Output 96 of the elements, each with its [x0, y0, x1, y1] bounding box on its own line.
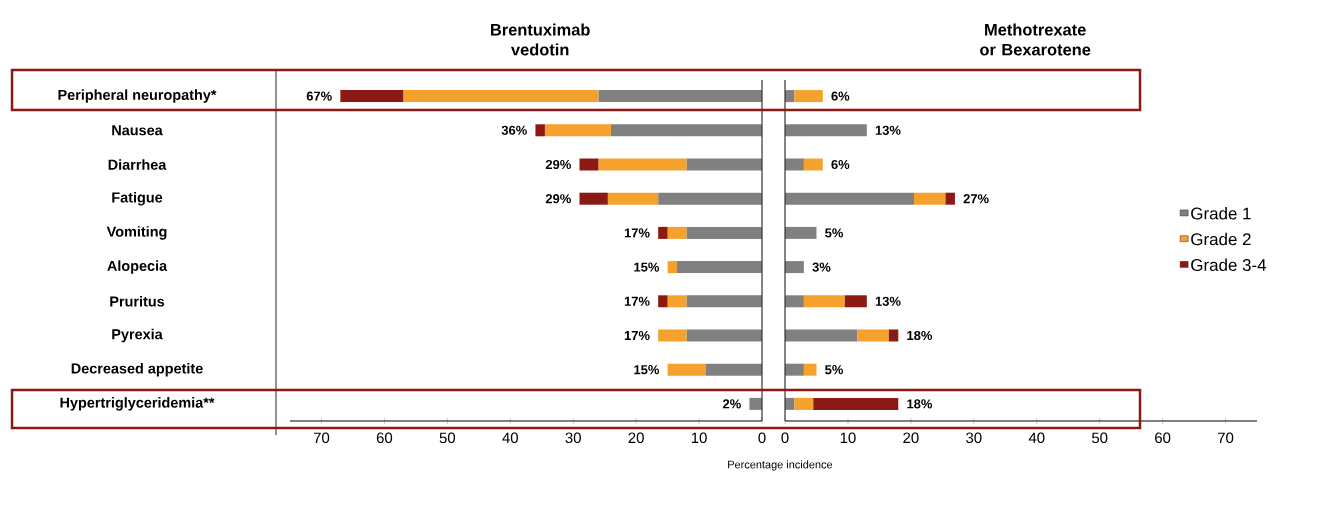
bar: [749, 397, 762, 410]
bar: [785, 363, 804, 376]
bar: [803, 295, 845, 308]
bar: [705, 363, 762, 376]
bar: [794, 397, 814, 410]
x-tick-label: 50: [1091, 432, 1108, 444]
bar: [658, 329, 687, 342]
bar: [658, 226, 668, 239]
total-label: 15%: [634, 365, 660, 375]
x-tick-label: 40: [1028, 432, 1045, 444]
bar: [667, 226, 687, 239]
total-label: 13%: [875, 125, 901, 135]
x-tick-label: 40: [502, 432, 518, 444]
bar: [607, 192, 659, 205]
bar: [677, 261, 762, 274]
chart-title: Brentuximab vedotin: [491, 23, 590, 56]
total-label: 18%: [907, 399, 933, 409]
bar: [667, 363, 706, 376]
x-tick-label: 50: [439, 432, 456, 444]
total-label: 29%: [545, 159, 571, 170]
bar: [785, 192, 915, 205]
y-tick-label: Pyrexia: [112, 328, 163, 343]
total-label: 13%: [875, 296, 901, 306]
total-label: 2%: [722, 399, 741, 409]
bar: [803, 158, 823, 171]
legend-label: Grade 2: [1191, 232, 1251, 246]
total-label: 15%: [634, 262, 660, 272]
bar: [945, 192, 955, 205]
bar: [658, 192, 762, 205]
bar: [658, 295, 668, 308]
x-tick-label: 10: [691, 432, 707, 444]
bar: [544, 124, 611, 137]
total-label: 3%: [812, 262, 831, 272]
bar: [598, 158, 687, 171]
x-tick-label: 30: [966, 432, 982, 444]
y-tick-label: Fatigue: [112, 191, 163, 206]
total-label: 5%: [825, 365, 844, 375]
x-tick-label: 0: [758, 432, 766, 444]
x-tick-label: 20: [628, 432, 644, 444]
bar: [579, 158, 599, 171]
total-label: 36%: [501, 125, 527, 135]
bar: [579, 192, 608, 205]
bar: [785, 124, 867, 137]
total-label: 6%: [831, 159, 850, 170]
bar: [785, 158, 804, 171]
bar: [785, 295, 804, 308]
bar: [857, 329, 889, 342]
total-label: 67%: [306, 91, 332, 101]
total-label: 17%: [624, 228, 650, 238]
bar: [914, 192, 946, 205]
bar: [844, 295, 867, 308]
legend-label: Grade 3-4: [1191, 258, 1267, 272]
total-label: 17%: [624, 330, 650, 341]
bar: [785, 329, 858, 342]
bar: [667, 261, 678, 274]
total-label: 6%: [831, 91, 850, 101]
y-tick-label: Peripheral neuropathy*: [58, 89, 217, 103]
x-tick-label: 20: [903, 432, 919, 444]
y-tick-label: Vomiting: [106, 226, 167, 240]
y-tick-label: Hypertriglyceridemia**: [60, 397, 215, 411]
chart-title: Methotrexate or Bexarotene: [980, 23, 1091, 56]
bar: [598, 90, 762, 103]
x-axis-title: Percentage incidence: [728, 460, 833, 471]
bar: [888, 329, 899, 342]
y-tick-label: Decreased appetite: [71, 362, 203, 377]
bar: [340, 90, 404, 103]
bar: [686, 158, 762, 171]
y-tick-label: Nausea: [112, 125, 163, 136]
x-tick-label: 60: [376, 432, 393, 444]
bar: [803, 363, 817, 376]
x-tick-label: 0: [781, 432, 789, 444]
y-tick-label: Pruritus: [110, 295, 165, 307]
bar: [686, 226, 762, 239]
bar: [610, 124, 762, 137]
bar: [686, 295, 762, 308]
total-label: 17%: [624, 296, 650, 306]
total-label: 29%: [545, 194, 571, 204]
x-tick-label: 30: [565, 432, 581, 444]
x-tick-label: 10: [840, 432, 856, 444]
legend-label: Grade 1: [1191, 207, 1251, 220]
y-tick-label: Alopecia: [107, 260, 168, 274]
bar: [794, 90, 823, 103]
total-label: 5%: [825, 228, 844, 238]
bar: [535, 124, 545, 137]
x-tick-label: 70: [313, 432, 330, 444]
bar: [785, 261, 804, 274]
bar: [813, 397, 899, 410]
x-tick-label: 70: [1217, 432, 1234, 444]
y-tick-label: Diarrhea: [108, 159, 167, 170]
bar: [686, 329, 762, 342]
bar: [403, 90, 599, 103]
x-tick-label: 60: [1155, 432, 1171, 444]
total-label: 27%: [963, 194, 989, 204]
bar: [785, 226, 817, 239]
bar: [667, 295, 687, 308]
total-label: 18%: [907, 330, 933, 341]
